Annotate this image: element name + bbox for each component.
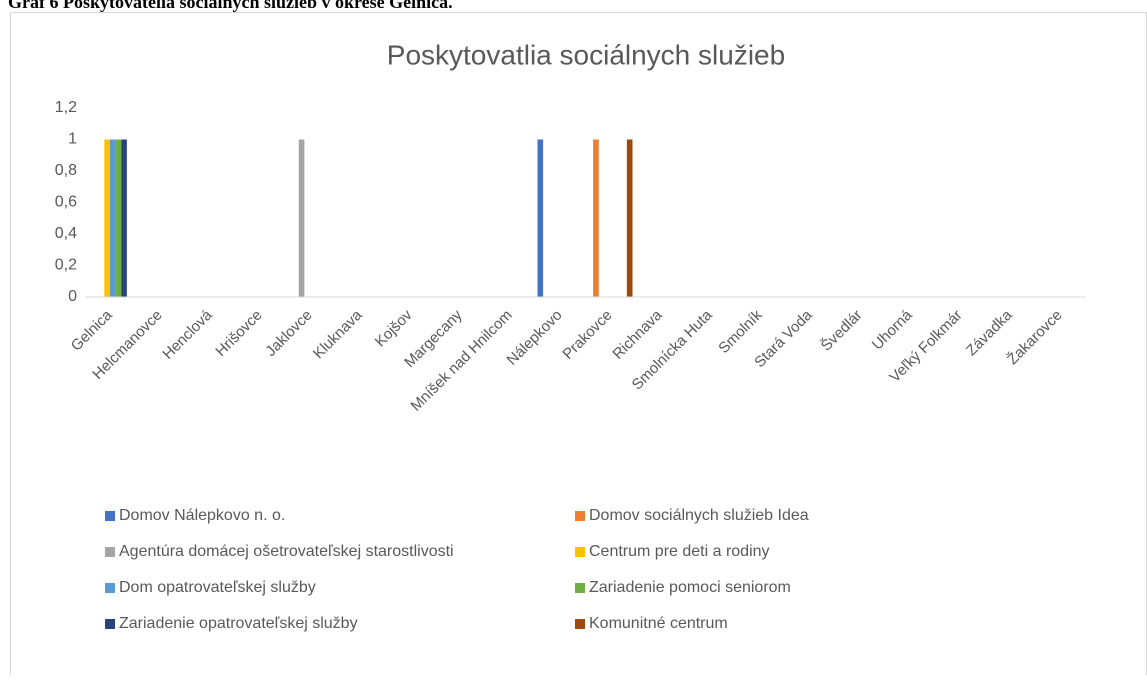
bar <box>626 139 633 297</box>
legend-swatch <box>105 547 115 557</box>
bar <box>104 139 110 297</box>
chart-frame <box>10 12 1147 680</box>
y-tick-label: 0,4 <box>55 225 77 242</box>
bar <box>593 139 599 297</box>
legend-label: Zariadenie opatrovateľskej služby <box>119 615 358 632</box>
y-tick-label: 1,2 <box>55 99 77 116</box>
legend-swatch <box>575 583 585 593</box>
legend-label: Agentúra domácej ošetrovateľskej starost… <box>119 543 454 560</box>
bar <box>110 139 116 297</box>
legend-swatch <box>575 619 585 629</box>
legend-swatch <box>105 619 115 629</box>
bar <box>115 139 122 297</box>
y-tick-label: 0,8 <box>55 162 77 179</box>
legend-swatch <box>575 547 585 557</box>
legend-label: Domov sociálnych služieb Idea <box>589 507 809 524</box>
legend-label: Zariadenie pomoci seniorom <box>589 579 791 596</box>
bar <box>537 139 544 297</box>
legend-label: Komunitné centrum <box>589 615 728 632</box>
bar <box>298 139 305 297</box>
y-tick-label: 0 <box>68 288 77 305</box>
legend-label: Centrum pre deti a rodiny <box>589 543 770 560</box>
legend-label: Dom opatrovateľskej služby <box>119 579 316 596</box>
legend-label: Domov Nálepkovo n. o. <box>119 507 285 524</box>
y-tick-label: 1 <box>68 131 77 148</box>
legend-swatch <box>105 583 115 593</box>
legend-swatch <box>105 511 115 521</box>
chart-title: Poskytovatlia sociálnych služieb <box>387 39 785 70</box>
y-tick-label: 0,6 <box>55 194 77 211</box>
y-tick-label: 0,2 <box>55 257 77 274</box>
header: Graf 6 Poskytovatelia sociálnych služieb… <box>8 0 453 12</box>
bar <box>121 139 127 297</box>
legend-swatch <box>575 511 585 521</box>
